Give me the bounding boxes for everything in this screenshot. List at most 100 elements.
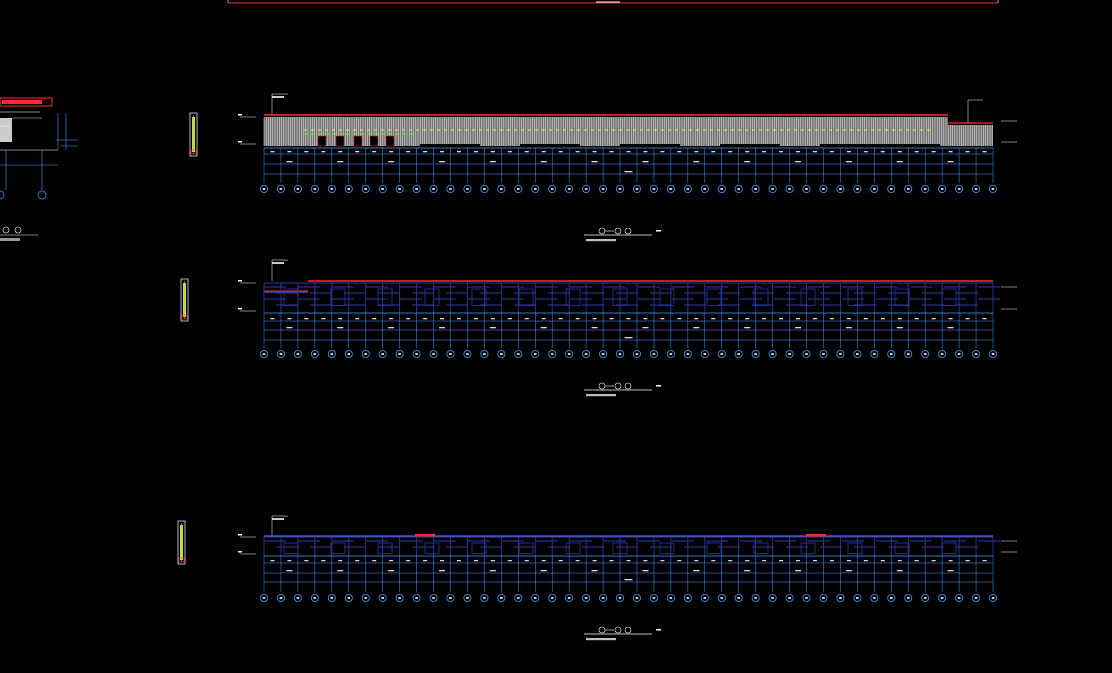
grid-axis-bubble-icon [327,184,336,193]
grid-axis-bubble-icon [616,594,625,603]
grid-axis-bubble-icon [463,349,472,358]
grid-axis-bubble-icon [938,349,947,358]
grid-axis-bubble-icon [259,594,268,603]
grid-axis-bubble-icon [497,349,506,358]
grid-axis-bubble-icon [666,184,675,193]
grid-axis-bubble-icon [531,594,540,603]
grid-axis-bubble-icon [599,184,608,193]
grid-axis-bubble-icon [683,594,692,603]
grid-axis-bubble-icon [429,349,438,358]
grid-axis-bubble-icon [361,184,370,193]
grid-axis-bubble-icon [700,594,709,603]
grid-axis-bubble-icon [802,594,811,603]
grid-axis-bubble-icon [616,184,625,193]
grid-axis-bubble-icon [785,349,794,358]
detail-legend-icon [177,520,186,565]
grid-axis-bubble-icon [717,594,726,603]
grid-axis-bubble-icon [310,349,319,358]
grid-axis-bubble-icon [649,594,658,603]
grid-axis-bubble-icon [887,349,896,358]
grid-axis-bubble-icon [395,594,404,603]
detail-legend-icon [189,112,198,157]
grid-axis-bubble-icon [548,349,557,358]
grid-axis-bubble-icon [293,594,302,603]
grid-axis-bubble-icon [819,594,828,603]
grid-axis-bubble-icon [683,184,692,193]
grid-axis-bubble-icon [259,349,268,358]
grid-axis-bubble-icon [259,184,268,193]
grid-axis-bubble-icon [463,594,472,603]
grid-axis-bubble-icon [870,184,879,193]
grid-axis-bubble-icon [429,594,438,603]
grid-axis-bubble-icon [293,349,302,358]
grid-axis-bubble-icon [955,594,964,603]
grid-axis-bubble-icon [276,184,285,193]
grid-axis-bubble-icon [327,594,336,603]
door-opening [335,135,345,147]
grid-axis-bubble-icon [938,594,947,603]
grid-axis-bubble-icon [361,594,370,603]
grid-axis-bubble-icon [666,349,675,358]
grid-axis-bubble-icon [751,594,760,603]
grid-axis-bubble-icon [700,349,709,358]
grid-axis-bubble-icon [768,594,777,603]
grid-axis-bubble-icon [446,184,455,193]
grid-axis-bubble-icon [870,349,879,358]
grid-axis-bubble-icon [649,349,658,358]
grid-axis-bubble-icon [836,184,845,193]
grid-axis-bubble-icon [344,184,353,193]
grid-axis-bubble-icon [785,594,794,603]
grid-axis-bubble-icon [683,349,692,358]
grid-axis-bubble-icon [582,184,591,193]
grid-axis-bubble-icon [666,594,675,603]
elevation-title [584,227,661,242]
grid-axis-bubble-icon [412,184,421,193]
facade-body [264,117,948,146]
grid-axis-bubble-icon [412,349,421,358]
grid-axis-bubble-icon [717,184,726,193]
grid-axis-bubble-icon [412,594,421,603]
grid-axis-bubble-icon [717,349,726,358]
grid-axis-bubble-icon [768,184,777,193]
grid-axis-bubble-icon [514,184,523,193]
grid-axis-bubble-icon [310,184,319,193]
grid-axis-bubble-icon [836,349,845,358]
grid-axis-bubble-icon [853,594,862,603]
grid-axis-bubble-icon [293,184,302,193]
grid-axis-bubble-icon [632,594,641,603]
left-detail-section [0,97,78,241]
grid-axis-bubble-icon [565,349,574,358]
elevation-title [584,382,661,397]
grid-axis-bubble-icon [497,184,506,193]
grid-axis-bubble-icon [734,184,743,193]
grid-axis-bubble-icon [480,184,489,193]
grid-axis-bubble-icon [802,349,811,358]
grid-axis-bubble-icon [276,349,285,358]
grid-axis-bubble-icon [819,184,828,193]
door-opening [385,135,395,147]
grid-axis-bubble-icon [887,184,896,193]
grid-axis-bubble-icon [734,594,743,603]
grid-axis-bubble-icon [582,349,591,358]
grid-axis-bubble-icon [276,594,285,603]
grid-axis-bubble-icon [327,349,336,358]
grid-axis-bubble-icon [853,184,862,193]
grid-axis-bubble-icon [955,349,964,358]
grid-axis-bubble-icon [632,349,641,358]
grid-axis-bubble-icon [378,349,387,358]
grid-axis-bubble-icon [989,594,998,603]
grid-axis-bubble-icon [836,594,845,603]
grid-axis-bubble-icon [344,349,353,358]
grid-axis-bubble-icon [514,349,523,358]
grid-axis-bubble-icon [938,184,947,193]
grid-axis-bubble-icon [904,594,913,603]
grid-axis-bubble-icon [921,349,930,358]
grid-axis-bubble-icon [819,349,828,358]
door-opening [369,135,379,147]
grid-axis-bubble-icon [395,184,404,193]
grid-axis-bubble-icon [649,184,658,193]
grid-axis-bubble-icon [497,594,506,603]
grid-axis-bubble-icon [531,349,540,358]
grid-axis-bubble-icon [361,349,370,358]
